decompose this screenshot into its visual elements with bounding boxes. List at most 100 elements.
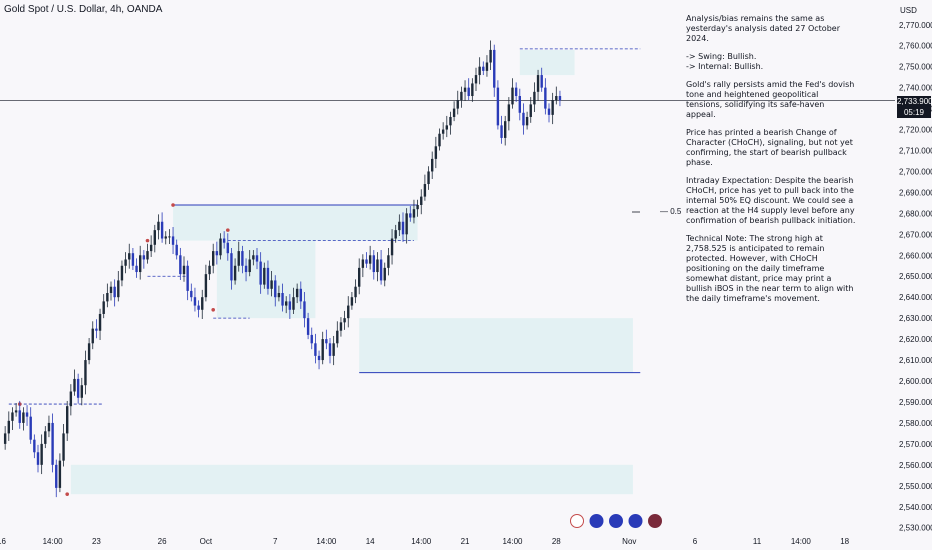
candle-body: [7, 420, 10, 434]
candle-body: [62, 433, 65, 461]
candle-body: [182, 265, 186, 275]
candle-body: [398, 221, 401, 231]
range-zone: [216, 240, 316, 319]
candle-body: [529, 104, 532, 117]
analysis-paragraph: Gold's rally persists amid the Fed's dov…: [686, 80, 855, 119]
candle-body: [485, 62, 489, 71]
candle-body: [431, 158, 434, 172]
last-price-value: 2,733.900: [897, 97, 932, 106]
candle-body: [153, 230, 156, 245]
candle-body: [504, 121, 507, 138]
candle-body: [219, 238, 222, 256]
price-axis-label: 2,540.000: [899, 503, 932, 512]
candle-body: [84, 360, 87, 386]
time-axis-label: 14:00: [43, 537, 64, 546]
time-axis-label: Nov: [622, 537, 636, 546]
candle-body: [350, 297, 354, 306]
time-axis-label: Oct: [200, 537, 213, 546]
lightning-event-icon: [570, 514, 584, 528]
price-axis-label: 2,590.000: [899, 398, 932, 407]
time-axis-label: 26: [158, 537, 167, 546]
candle-body: [120, 265, 124, 281]
price-axis-label: 2,690.000: [899, 188, 932, 197]
zones-layer: [70, 49, 633, 495]
candle-body: [405, 213, 408, 235]
candle-body: [51, 422, 54, 465]
candle-body: [314, 343, 317, 356]
price-axis-label: 2,720.000: [899, 126, 932, 135]
price-axis-label: 2,750.000: [899, 63, 932, 72]
us-flag-event-icon: [648, 514, 662, 528]
currency-unit[interactable]: USD: [900, 6, 917, 15]
candle-body: [139, 255, 142, 273]
swing-point-dot: [211, 307, 215, 312]
candle-body: [445, 125, 448, 130]
candle-body: [25, 412, 29, 417]
candle-body: [551, 100, 554, 115]
candle-body: [175, 244, 178, 256]
candle-body: [558, 96, 562, 101]
candle-body: [22, 412, 25, 423]
candle-body: [518, 96, 521, 113]
time-axis-label: 28: [552, 537, 561, 546]
candle-body: [383, 267, 386, 281]
candle-body: [474, 75, 478, 84]
candle-body: [212, 251, 215, 266]
time-axis-label: 14:00: [791, 537, 812, 546]
candle-body: [274, 280, 277, 298]
candle-body: [47, 422, 51, 432]
event-marker-circle: [570, 514, 584, 528]
candle-body: [317, 355, 321, 361]
time-axis-label: 14:00: [502, 537, 523, 546]
candle-body: [55, 464, 58, 488]
candle-body: [343, 318, 346, 323]
candle-body: [449, 116, 452, 126]
candle-body: [540, 75, 543, 88]
analysis-paragraph: Price has printed a bearish Change of Ch…: [686, 128, 853, 167]
candle-body: [533, 91, 536, 105]
chart-title: Gold Spot / U.S. Dollar, 4h, OANDA: [4, 4, 163, 15]
analysis-notes: Analysis/bias remains the same as yester…: [686, 14, 856, 312]
candle-body: [33, 439, 36, 453]
swing-point-dot: [226, 228, 230, 232]
price-axis-label: 2,550.000: [899, 482, 932, 491]
candle-body: [555, 96, 558, 101]
candle-body: [292, 297, 295, 310]
candle-body: [109, 286, 113, 294]
price-axis-label: 2,570.000: [899, 440, 932, 449]
candle-body: [146, 251, 149, 260]
candle-body: [193, 297, 197, 306]
swing-point-dot: [171, 203, 175, 207]
time-axis-label: 7: [273, 537, 278, 546]
candle-body: [489, 49, 492, 63]
time-axis-label: 14: [366, 537, 375, 546]
candle-body: [255, 255, 259, 262]
candle-body: [339, 322, 343, 331]
candle-body: [496, 87, 500, 126]
candle-body: [295, 288, 299, 298]
candle-body: [285, 301, 288, 306]
axis-layer: 2,530.000 2,540.000 2,550.000 2,560.000 2,57…: [0, 21, 932, 546]
candle-body: [204, 274, 208, 298]
price-axis-label: 2,710.000: [899, 147, 932, 156]
candle-body: [310, 334, 313, 344]
candle-body: [91, 328, 94, 344]
candle-body: [149, 244, 153, 252]
candle-body: [547, 108, 551, 115]
candle-body: [420, 196, 423, 205]
price-axis-label: 2,660.000: [899, 251, 932, 260]
price-axis-label: 2,640.000: [899, 293, 932, 302]
time-axis-label: 14:00: [411, 537, 432, 546]
candle-body: [471, 83, 474, 97]
candle-body: [514, 87, 518, 97]
candle-body: [131, 253, 135, 266]
candle-body: [332, 343, 335, 356]
candle-body: [321, 339, 324, 361]
candle-body: [525, 116, 529, 126]
candle-body: [288, 301, 292, 310]
supply-zone-mid: [173, 204, 418, 241]
price-axis-label: 2,740.000: [899, 84, 932, 93]
candle-body: [511, 87, 514, 105]
candle-body: [379, 259, 383, 281]
